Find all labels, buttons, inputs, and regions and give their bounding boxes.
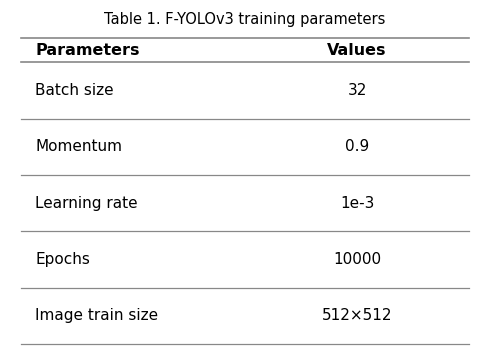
Text: Values: Values — [327, 43, 387, 58]
Text: 32: 32 — [347, 83, 367, 98]
Text: Epochs: Epochs — [35, 252, 90, 267]
Text: Batch size: Batch size — [35, 83, 114, 98]
Text: 1e-3: 1e-3 — [340, 195, 374, 211]
Text: 10000: 10000 — [333, 252, 381, 267]
Text: 512×512: 512×512 — [322, 308, 392, 323]
Text: Parameters: Parameters — [35, 43, 140, 58]
Text: Image train size: Image train size — [35, 308, 159, 323]
Text: 0.9: 0.9 — [345, 139, 369, 154]
Text: Momentum: Momentum — [35, 139, 122, 154]
Text: Learning rate: Learning rate — [35, 195, 138, 211]
Text: Table 1. F-YOLOv3 training parameters: Table 1. F-YOLOv3 training parameters — [104, 12, 386, 27]
